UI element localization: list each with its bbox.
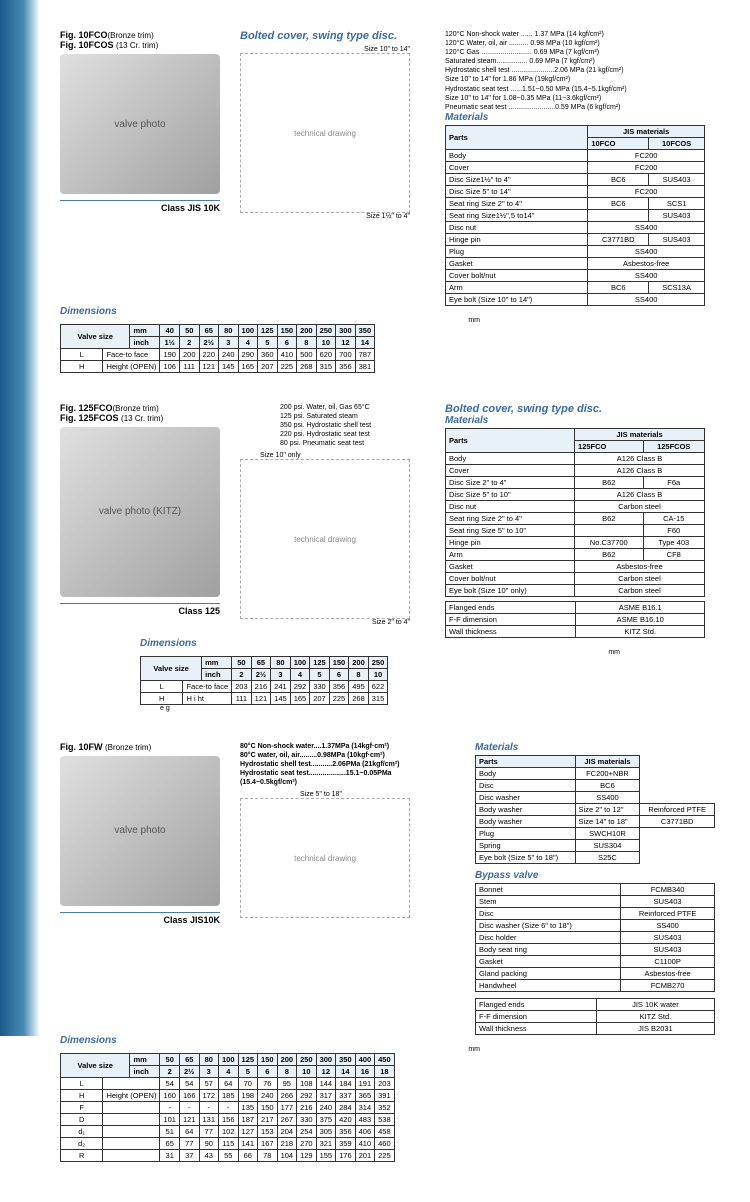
dim-table-1: Valve sizemm4050658010012515020025030035… bbox=[60, 324, 375, 373]
page-content: Fig. 10FCO(Bronze trim) Fig. 10FCOS (13 … bbox=[0, 0, 750, 1202]
specs-1: 120°C Non-shock water ...... 1.37 MPa (1… bbox=[445, 30, 705, 112]
tech-diagram-2: technical drawing bbox=[240, 459, 410, 619]
product-image-125fco: valve photo (KITZ) bbox=[60, 427, 220, 597]
class-label: Class JIS 10K bbox=[60, 200, 220, 213]
size-note-5: Size 5" to 18" bbox=[300, 791, 460, 798]
materials-table-2: PartsJIS materials 125FCO125FCOS BodyA12… bbox=[445, 428, 705, 597]
dim-table-3: Valve sizemm5065801001251502002503003504… bbox=[60, 1053, 395, 1162]
mm-label-3: mm bbox=[60, 1046, 480, 1053]
product-image-10fco: valve photo bbox=[60, 54, 220, 194]
size-note-4: Size 2" to 4" bbox=[240, 619, 410, 626]
eg-note: e g bbox=[160, 705, 740, 712]
tech-diagram-3: technical drawing bbox=[240, 798, 410, 918]
fig-title-5: Fig. 10FW (Bronze trim) bbox=[60, 742, 225, 752]
materials-title: Materials bbox=[445, 112, 705, 123]
materials-table-3: PartsJIS materials BodyFC200+NBRDiscBC6D… bbox=[475, 755, 715, 864]
bolted-title: Bolted cover, swing type disc. bbox=[240, 30, 430, 42]
mm-label-2: mm bbox=[140, 649, 620, 656]
product-image-10fw: valve photo bbox=[60, 756, 220, 906]
bypass-table: BonnetFCMB340StemSUS403DiscReinforced PT… bbox=[475, 883, 715, 992]
materials-title-3: Materials bbox=[475, 742, 715, 753]
standards-table-2: Flanged endsASME B16.1F-F dimensionASME … bbox=[445, 601, 705, 638]
dim-title-3: Dimensions bbox=[60, 1035, 740, 1046]
fig-title-3: Fig. 125FCO(Bronze trim) bbox=[60, 403, 225, 413]
bypass-title: Bypass valve bbox=[475, 870, 715, 881]
tech-diagram-1: technical drawing bbox=[240, 53, 410, 213]
materials-table-1: PartsJIS materials 10FCO10FCOS BodyFC200… bbox=[445, 125, 705, 306]
class-label-2: Class 125 bbox=[60, 603, 220, 616]
size-note-3: Size 10" only bbox=[260, 452, 430, 459]
fig-title-2: Fig. 10FCOS (13 Cr. trim) bbox=[60, 40, 225, 50]
specs-3: 80°C Non-shock water....1.37MPa (14kgf·c… bbox=[240, 742, 460, 787]
size-note-2: Size 1½" to 4" bbox=[240, 213, 410, 220]
section-10fco: Fig. 10FCO(Bronze trim) Fig. 10FCOS (13 … bbox=[60, 30, 740, 373]
materials-title-2: Materials bbox=[445, 415, 705, 426]
dim-table-2: Valve sizemm506580100125150200250inch22½… bbox=[140, 656, 388, 705]
section-125fco: Fig. 125FCO(Bronze trim) Fig. 125FCOS (1… bbox=[60, 403, 740, 712]
dim-title-1: Dimensions bbox=[60, 306, 740, 317]
bolted-title-2: Bolted cover, swing type disc. bbox=[445, 403, 705, 415]
standards-table-3: Flanged endsJIS 10K waterF-F dimensionKI… bbox=[475, 998, 715, 1035]
dim-title-2: Dimensions bbox=[140, 638, 740, 649]
fig-title-4: Fig. 125FCOS (13 Cr. trim) bbox=[60, 413, 225, 423]
section-10fw: Fig. 10FW (Bronze trim) valve photo Clas… bbox=[60, 742, 740, 1162]
mm-label: mm bbox=[60, 317, 480, 324]
specs-2: 200 psi. Water, oil, Gas 65°C125 psi. Sa… bbox=[280, 403, 430, 448]
fig-title-1: Fig. 10FCO(Bronze trim) bbox=[60, 30, 225, 40]
size-note: Size 10" to 14" bbox=[240, 46, 410, 53]
class-label-3: Class JIS10K bbox=[60, 912, 220, 925]
